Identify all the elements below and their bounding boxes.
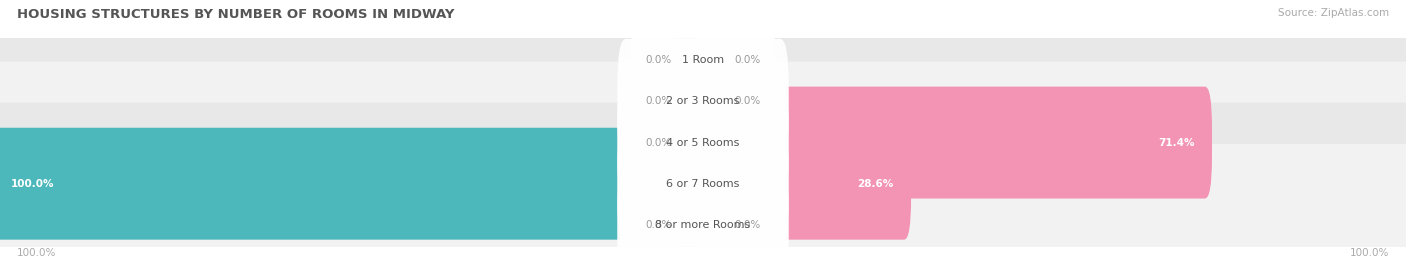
FancyBboxPatch shape (696, 45, 731, 157)
FancyBboxPatch shape (617, 39, 789, 164)
Text: 100.0%: 100.0% (10, 179, 53, 189)
Text: 71.4%: 71.4% (1159, 137, 1195, 148)
FancyBboxPatch shape (675, 87, 710, 199)
FancyBboxPatch shape (675, 169, 710, 269)
FancyBboxPatch shape (0, 0, 1406, 141)
FancyBboxPatch shape (631, 0, 775, 123)
FancyBboxPatch shape (696, 128, 911, 240)
FancyBboxPatch shape (617, 80, 789, 205)
FancyBboxPatch shape (617, 121, 789, 246)
FancyBboxPatch shape (696, 169, 731, 269)
Text: 0.0%: 0.0% (734, 220, 761, 230)
Text: 100.0%: 100.0% (1350, 248, 1389, 258)
FancyBboxPatch shape (696, 87, 1212, 199)
Text: 0.0%: 0.0% (645, 96, 672, 107)
FancyBboxPatch shape (696, 4, 731, 116)
Text: 0.0%: 0.0% (645, 220, 672, 230)
FancyBboxPatch shape (675, 45, 710, 157)
Text: 0.0%: 0.0% (734, 96, 761, 107)
Text: Source: ZipAtlas.com: Source: ZipAtlas.com (1278, 8, 1389, 18)
Text: 0.0%: 0.0% (645, 137, 672, 148)
Text: HOUSING STRUCTURES BY NUMBER OF ROOMS IN MIDWAY: HOUSING STRUCTURES BY NUMBER OF ROOMS IN… (17, 8, 454, 21)
FancyBboxPatch shape (675, 4, 710, 116)
FancyBboxPatch shape (0, 128, 710, 240)
Text: 0.0%: 0.0% (734, 55, 761, 65)
FancyBboxPatch shape (0, 144, 1406, 269)
Text: 1 Room: 1 Room (682, 55, 724, 65)
Legend: Owner-occupied, Renter-occupied: Owner-occupied, Renter-occupied (576, 265, 830, 269)
Text: 0.0%: 0.0% (645, 55, 672, 65)
Text: 100.0%: 100.0% (17, 248, 56, 258)
Text: 2 or 3 Rooms: 2 or 3 Rooms (666, 96, 740, 107)
FancyBboxPatch shape (0, 62, 1406, 224)
Text: 8 or more Rooms: 8 or more Rooms (655, 220, 751, 230)
Text: 28.6%: 28.6% (858, 179, 894, 189)
FancyBboxPatch shape (617, 162, 789, 269)
Text: 4 or 5 Rooms: 4 or 5 Rooms (666, 137, 740, 148)
FancyBboxPatch shape (0, 20, 1406, 182)
Text: 6 or 7 Rooms: 6 or 7 Rooms (666, 179, 740, 189)
FancyBboxPatch shape (0, 103, 1406, 265)
